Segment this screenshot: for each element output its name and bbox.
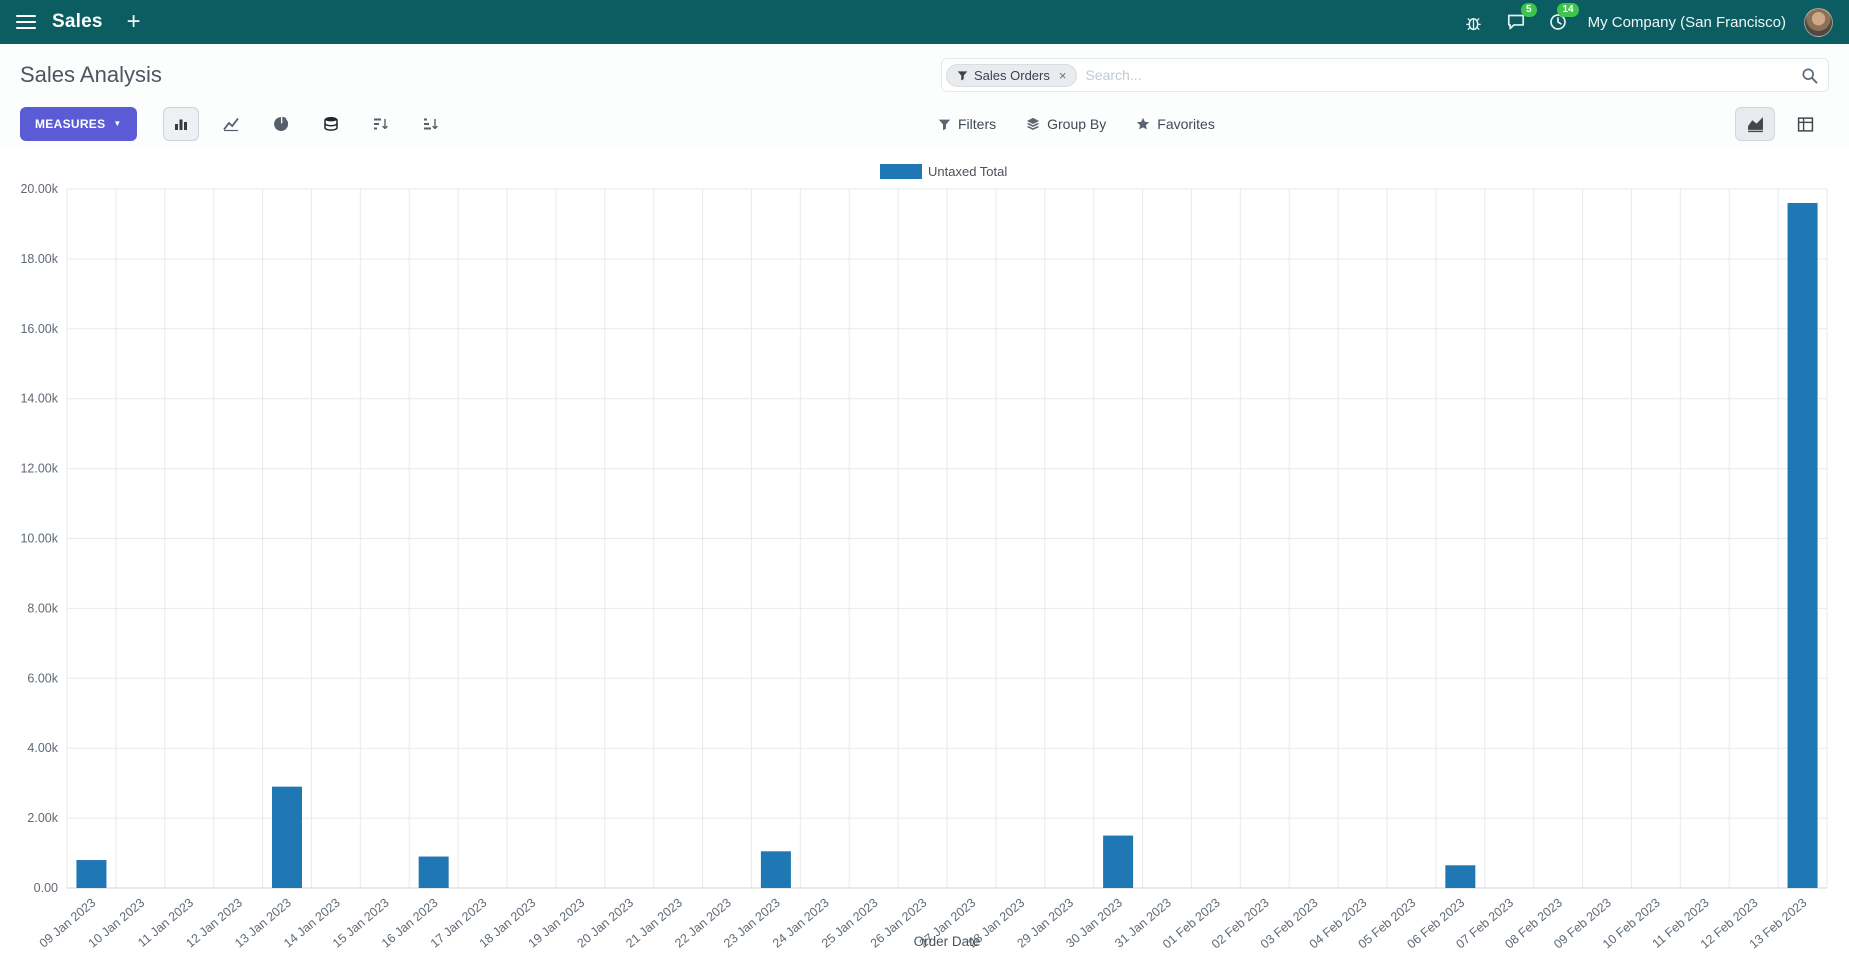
activities-count-badge: 14 — [1557, 3, 1579, 17]
y-tick-label: 8.00k — [27, 601, 58, 615]
filters-button[interactable]: Filters — [938, 116, 996, 132]
sort-ascending-button[interactable] — [413, 107, 449, 141]
activities-button[interactable]: 14 — [1546, 3, 1579, 34]
line-chart-button[interactable] — [213, 107, 249, 141]
search-bar[interactable]: Sales Orders × — [941, 58, 1829, 92]
pie-chart-button[interactable] — [263, 107, 299, 141]
y-tick-label: 10.00k — [20, 532, 58, 546]
graph-view-button[interactable] — [1735, 107, 1775, 141]
filter-icon — [938, 119, 951, 130]
page-title: Sales Analysis — [20, 62, 162, 87]
bar[interactable] — [76, 860, 107, 888]
bar[interactable] — [1103, 835, 1134, 888]
bar[interactable] — [1787, 202, 1818, 889]
stacked-toggle-button[interactable] — [313, 107, 349, 141]
search-icon[interactable] — [1801, 67, 1818, 84]
star-icon — [1137, 117, 1150, 130]
facet-remove-icon[interactable]: × — [1058, 67, 1067, 83]
sort-descending-button[interactable] — [363, 107, 399, 141]
sort-ascending-icon — [423, 118, 438, 130]
debug-bug-icon[interactable] — [1462, 10, 1486, 34]
line-chart-icon — [222, 117, 239, 132]
bar[interactable] — [272, 786, 302, 888]
filter-icon — [957, 70, 968, 80]
x-axis-title: Order Date — [914, 934, 981, 949]
user-avatar[interactable] — [1804, 7, 1833, 37]
y-tick-label: 6.00k — [27, 671, 58, 685]
y-tick-label: 12.00k — [20, 462, 58, 476]
chart-canvas[interactable]: 0.00 2.00k 4.00k 6.00k 8.00k 10.00k 12.00k 14.0… — [0, 150, 1849, 958]
measures-button[interactable]: MEASURES ▼ — [20, 107, 137, 141]
bar[interactable] — [418, 856, 449, 888]
bar[interactable] — [760, 851, 791, 888]
company-switcher[interactable]: My Company (San Francisco) — [1587, 13, 1786, 31]
sort-descending-icon — [373, 118, 388, 130]
favorites-label: Favorites — [1157, 116, 1215, 132]
stacked-icon — [323, 117, 338, 131]
layers-icon — [1027, 117, 1040, 131]
bar-chart-icon — [174, 119, 187, 130]
graph-view-icon — [1747, 116, 1763, 132]
control-panel: Sales Analysis Sales Orders × MEASURES ▼ — [0, 44, 1849, 150]
legend-label[interactable]: Untaxed Total — [928, 164, 1007, 179]
y-tick-label: 2.00k — [27, 811, 58, 825]
messages-button[interactable]: 5 — [1504, 3, 1537, 34]
y-tick-label: 0.00 — [34, 881, 58, 895]
top-navbar: Sales + 5 14 My Company (San Francisco) — [0, 0, 1849, 44]
apps-menu-icon[interactable] — [16, 15, 36, 29]
y-tick-label: 14.00k — [20, 392, 58, 406]
new-tab-icon[interactable]: + — [126, 8, 141, 35]
legend-swatch — [880, 164, 922, 179]
favorites-button[interactable]: Favorites — [1136, 116, 1215, 132]
pie-chart-icon — [273, 116, 288, 131]
group-by-button[interactable]: Group By — [1026, 116, 1106, 132]
y-tick-label: 16.00k — [20, 322, 58, 336]
facet-label: Sales Orders — [974, 67, 1050, 83]
app-name-menu[interactable]: Sales — [52, 11, 103, 32]
messages-count-badge: 5 — [1521, 3, 1537, 17]
filters-label: Filters — [958, 116, 997, 132]
search-input[interactable] — [1085, 67, 1793, 83]
bar-chart-button[interactable] — [162, 107, 199, 141]
measures-label: MEASURES — [35, 117, 106, 131]
y-tick-label: 18.00k — [20, 252, 58, 266]
pivot-view-button[interactable] — [1785, 107, 1825, 141]
y-tick-label: 4.00k — [27, 741, 58, 755]
caret-down-icon: ▼ — [113, 119, 122, 128]
search-facet-sales-orders[interactable]: Sales Orders × — [946, 63, 1078, 87]
group-by-label: Group By — [1047, 116, 1107, 132]
pivot-view-icon — [1797, 116, 1813, 132]
bar[interactable] — [1445, 865, 1476, 888]
y-tick-label: 20.00k — [20, 182, 58, 196]
bar-chart[interactable]: 0.00 2.00k 4.00k 6.00k 8.00k 10.00k 12.00k 14.0… — [0, 150, 1849, 958]
